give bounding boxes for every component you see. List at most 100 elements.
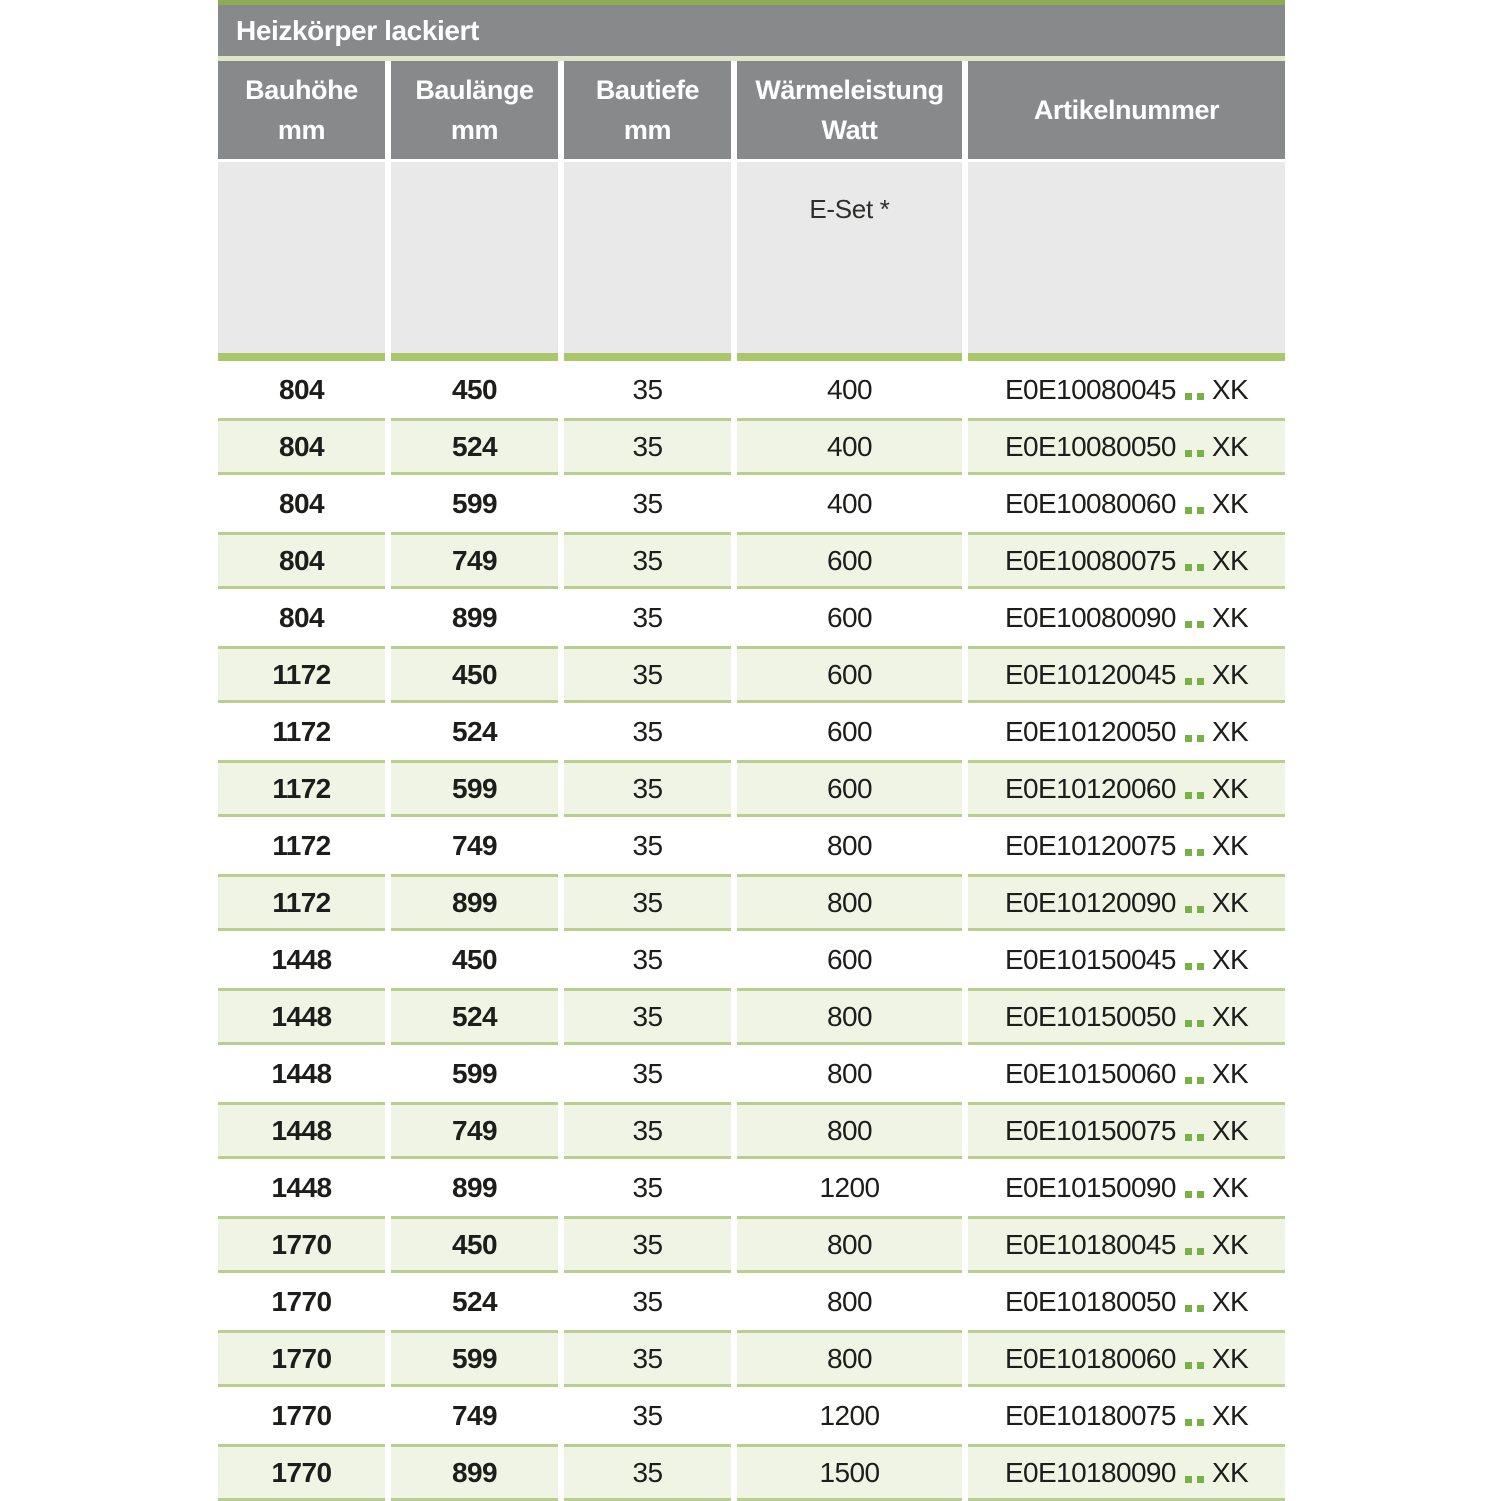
placeholder-dot-icon <box>1184 564 1192 571</box>
cell-bautiefe: 35 <box>564 646 731 703</box>
table-row: 1770 749 35 1200 E0E10180075 XK <box>218 1387 1285 1444</box>
cell-bautiefe: 35 <box>564 1444 731 1501</box>
green-divider-row <box>218 353 1285 361</box>
cell-baulaenge: 524 <box>452 1285 498 1317</box>
cell-baulaenge: 524 <box>452 715 498 747</box>
header-label-line1: Baulänge <box>415 75 534 105</box>
cell-bautiefe: 35 <box>564 988 731 1045</box>
artikel-suffix: XK <box>1211 1228 1249 1260</box>
header-label-line1: Bauhöhe <box>245 75 358 105</box>
table-row: 1448 749 35 800 E0E10150075 XK <box>218 1102 1285 1159</box>
placeholder-dot-icon <box>1184 1248 1192 1255</box>
placeholder-dot-icon <box>1196 564 1204 571</box>
green-divider-segment <box>391 353 558 361</box>
header-label-line1: Wärmeleistung <box>755 75 944 105</box>
cell-bauhoehe: 804 <box>279 373 325 405</box>
cell-baulaenge: 450 <box>391 646 558 703</box>
cell-waermeleistung: 800 <box>737 1330 962 1387</box>
cell-bauhoehe: 1448 <box>271 943 332 975</box>
cell-baulaenge: 599 <box>391 760 558 817</box>
cell-baulaenge: 899 <box>391 874 558 931</box>
artikel-prefix: E0E10120075 <box>1004 829 1177 861</box>
artikel-suffix: XK <box>1211 1342 1249 1374</box>
placeholder-dot-icon <box>1184 1020 1192 1027</box>
cell-waermeleistung: 800 <box>737 988 962 1045</box>
cell-waermeleistung: 600 <box>737 532 962 589</box>
placeholder-dot-icon <box>1196 792 1204 799</box>
cell-bauhoehe: 1770 <box>218 1330 385 1387</box>
cell-waermeleistung: 400 <box>827 487 873 519</box>
artikel-prefix: E0E10180090 <box>1004 1456 1177 1488</box>
artikel-prefix: E0E10080090 <box>1004 601 1177 633</box>
artikel-prefix: E0E10180045 <box>1004 1228 1177 1260</box>
cell-waermeleistung: 1200 <box>819 1399 880 1431</box>
top-accent-bar <box>218 0 1285 5</box>
heizkoerper-spec-table: Heizkörper lackiert Bauhöhe mm Baulänge … <box>218 0 1285 1501</box>
placeholder-dot-icon <box>1184 1077 1192 1084</box>
artikel-prefix: E0E10180050 <box>1004 1285 1177 1317</box>
table-row: 1770 899 35 1500 E0E10180090 XK <box>218 1444 1285 1501</box>
cell-bautiefe: 35 <box>632 1171 664 1203</box>
artikel-prefix: E0E10080050 <box>1004 430 1177 462</box>
placeholder-dot-icon <box>1196 1476 1204 1483</box>
cell-artikelnummer: E0E10080090 XK <box>968 589 1285 646</box>
artikel-suffix: XK <box>1211 1057 1249 1089</box>
cell-baulaenge: 899 <box>452 1171 498 1203</box>
cell-bautiefe: 35 <box>632 487 664 519</box>
placeholder-dot-icon <box>1196 1419 1204 1426</box>
placeholder-dot-icon <box>1196 678 1204 685</box>
placeholder-dot-icon <box>1184 1191 1192 1198</box>
placeholder-dot-icon <box>1184 678 1192 685</box>
cell-waermeleistung: 600 <box>827 601 873 633</box>
artikel-prefix: E0E10080060 <box>1004 487 1177 519</box>
cell-bautiefe: 35 <box>564 874 731 931</box>
placeholder-dot-icon <box>1196 507 1204 514</box>
placeholder-dot-icon <box>1196 1305 1204 1312</box>
title-separator <box>218 56 1285 61</box>
artikel-prefix: E0E10080045 <box>1004 373 1177 405</box>
placeholder-dot-icon <box>1184 1134 1192 1141</box>
table-row: 1448 899 35 1200 E0E10150090 XK <box>218 1159 1285 1216</box>
placeholder-dot-icon <box>1184 963 1192 970</box>
artikel-prefix: E0E10180075 <box>1004 1399 1177 1431</box>
placeholder-dot-icon <box>1184 1419 1192 1426</box>
cell-bauhoehe: 1172 <box>218 760 385 817</box>
placeholder-dot-icon <box>1184 906 1192 913</box>
cell-artikelnummer: E0E10180060 XK <box>968 1330 1285 1387</box>
placeholder-dot-icon <box>1184 1362 1192 1369</box>
cell-waermeleistung: 600 <box>737 760 962 817</box>
cell-artikelnummer: E0E10150075 XK <box>968 1102 1285 1159</box>
cell-bautiefe: 35 <box>632 373 664 405</box>
placeholder-dot-icon <box>1196 906 1204 913</box>
header-row: Bauhöhe mm Baulänge mm Bautiefe mm Wärme… <box>218 61 1285 159</box>
placeholder-dot-icon <box>1184 792 1192 799</box>
header-label-line2: mm <box>623 115 672 145</box>
column-header-bauhoehe: Bauhöhe mm <box>218 61 385 159</box>
green-divider-segment <box>968 353 1285 361</box>
artikel-prefix: E0E10120050 <box>1004 715 1177 747</box>
placeholder-dot-icon <box>1196 450 1204 457</box>
placeholder-dot-icon <box>1196 849 1204 856</box>
artikel-suffix: XK <box>1211 1285 1249 1317</box>
cell-artikelnummer: E0E10080075 XK <box>968 532 1285 589</box>
cell-artikelnummer: E0E10150090 XK <box>968 1159 1285 1216</box>
cell-artikelnummer: E0E10120075 XK <box>968 817 1285 874</box>
subheader-cell-waermeleistung: E-Set * <box>737 162 962 353</box>
cell-waermeleistung: 1500 <box>737 1444 962 1501</box>
artikel-suffix: XK <box>1211 772 1249 804</box>
table-row: 1770 524 35 800 E0E10180050 XK <box>218 1273 1285 1330</box>
cell-baulaenge: 749 <box>452 829 498 861</box>
artikel-suffix: XK <box>1211 430 1249 462</box>
table-row: 1448 524 35 800 E0E10150050 XK <box>218 988 1285 1045</box>
table-row: 1172 899 35 800 E0E10120090 XK <box>218 874 1285 931</box>
table-row: 1172 599 35 600 E0E10120060 XK <box>218 760 1285 817</box>
artikel-suffix: XK <box>1211 544 1249 576</box>
header-label-line2: mm <box>277 115 326 145</box>
artikel-suffix: XK <box>1211 886 1249 918</box>
table-title-bar: Heizkörper lackiert <box>218 5 1285 56</box>
artikel-prefix: E0E10150060 <box>1004 1057 1177 1089</box>
header-label-line1: Artikelnummer <box>1033 95 1220 125</box>
placeholder-dot-icon <box>1196 621 1204 628</box>
cell-bautiefe: 35 <box>632 943 664 975</box>
table-row: 1770 599 35 800 E0E10180060 XK <box>218 1330 1285 1387</box>
